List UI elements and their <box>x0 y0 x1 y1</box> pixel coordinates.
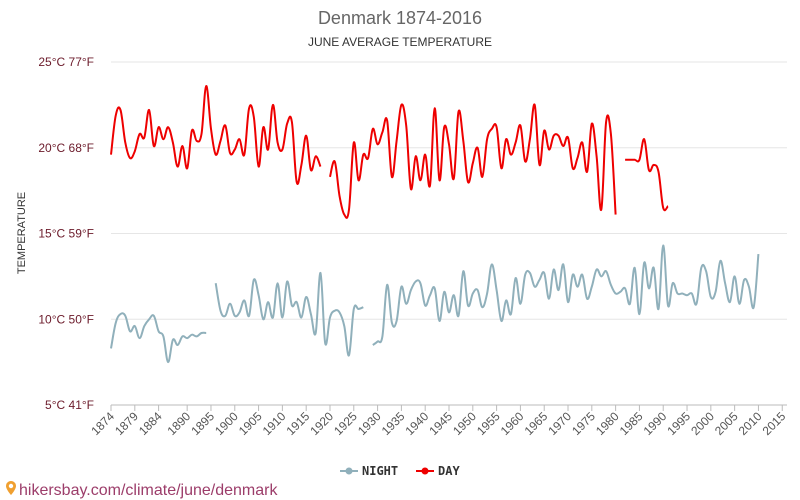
x-tick-label: 1884 <box>136 409 165 438</box>
x-tick-label: 1930 <box>355 409 384 438</box>
chart-title: Denmark 1874-2016 <box>318 8 482 28</box>
x-tick-label: 1985 <box>617 409 646 438</box>
y-tick-label: 20°C 68°F <box>38 141 94 155</box>
x-tick-label: 1980 <box>593 409 622 438</box>
x-tick-label: 2010 <box>736 409 765 438</box>
x-tick-label: 1975 <box>569 409 598 438</box>
x-tick-label: 1879 <box>112 409 141 438</box>
x-tick-label: 1895 <box>188 409 217 438</box>
x-tick-label: 1960 <box>498 409 527 438</box>
y-tick-label: 5°C 41°F <box>45 398 94 412</box>
series-group <box>110 84 760 364</box>
x-tick-label: 1890 <box>165 409 194 438</box>
x-tick-label: 1950 <box>450 409 479 438</box>
x-tick-label: 1995 <box>664 409 693 438</box>
series-line-night <box>110 312 207 364</box>
x-tick-label: 1915 <box>284 409 313 438</box>
legend-swatch-marker-night <box>345 467 353 475</box>
x-tick-label: 1905 <box>236 409 265 438</box>
series-line-day <box>625 138 669 212</box>
y-tick-label: 25°C 77°F <box>38 55 94 69</box>
x-tick-label: 1935 <box>379 409 408 438</box>
y-axis-ticks: 25°C 77°F 20°C 68°F 15°C 59°F 10°C 50°F 5°C … <box>38 55 94 412</box>
y-tick-label: 10°C 50°F <box>38 312 94 326</box>
x-tick-label: 1965 <box>522 409 551 438</box>
legend-label-day[interactable]: DAY <box>438 464 460 478</box>
series-line-day <box>329 103 617 219</box>
legend-swatch-marker-day <box>421 467 429 475</box>
y-axis-label: TEMPERATURE <box>16 192 28 274</box>
x-tick-label: 1955 <box>474 409 503 438</box>
series-line-night <box>214 271 364 357</box>
x-tick-label: 1920 <box>307 409 336 438</box>
x-tick-label: 1940 <box>403 409 432 438</box>
x-tick-label: 1990 <box>641 409 670 438</box>
chart-subtitle: JUNE AVERAGE TEMPERATURE <box>308 35 492 49</box>
x-tick-label: 1925 <box>331 409 360 438</box>
watermark-text[interactable]: hikersbay.com/climate/june/denmark <box>19 482 278 499</box>
series-line-day <box>110 84 322 185</box>
series-line-night <box>372 244 760 346</box>
x-tick-label: 1970 <box>545 409 574 438</box>
location-pin-icon <box>6 481 16 495</box>
legend-label-night[interactable]: NIGHT <box>362 464 398 478</box>
x-tick-label: 2015 <box>760 409 789 438</box>
x-tick-label: 1900 <box>212 409 241 438</box>
x-tick-label: 1874 <box>88 409 117 438</box>
x-tick-label: 1945 <box>426 409 455 438</box>
x-tick-label: 2000 <box>688 409 717 438</box>
grid-lines <box>111 61 787 320</box>
y-tick-label: 15°C 59°F <box>38 227 94 241</box>
x-tick-label: 2005 <box>712 409 741 438</box>
legend: NIGHT DAY <box>340 464 460 478</box>
x-tick-label: 1910 <box>260 409 289 438</box>
